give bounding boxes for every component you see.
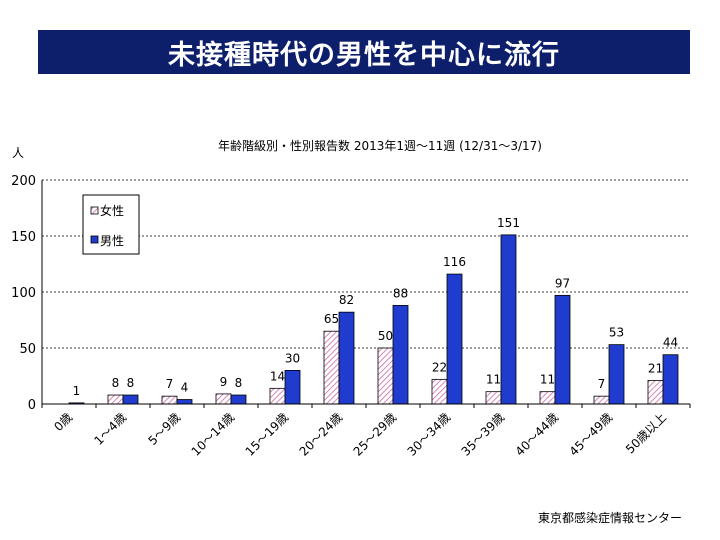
y-tick-label: 150 (11, 230, 36, 245)
data-label: 44 (663, 336, 678, 350)
y-tick-label: 50 (19, 342, 36, 357)
legend-swatch-male (90, 235, 99, 244)
y-tick-label: 100 (11, 286, 36, 301)
legend-swatch-female (90, 206, 99, 215)
bar-female (593, 395, 610, 405)
x-tick-label: 5〜9歳 (145, 410, 183, 448)
bar-male (554, 294, 571, 405)
x-tick-label: 35〜39歳 (459, 410, 507, 458)
bar-female (377, 347, 394, 405)
title-banner: 未接種時代の男性を中心に流行 (38, 30, 690, 74)
data-label: 8 (112, 376, 120, 390)
bar-male (284, 369, 301, 405)
y-tick-label: 200 (11, 174, 36, 189)
data-label: 82 (339, 293, 354, 307)
x-tick-label: 1〜4歳 (91, 410, 129, 448)
x-tick-label: 20〜24歳 (297, 410, 345, 458)
bar-female (647, 380, 664, 405)
data-label: 30 (285, 351, 300, 365)
data-label: 65 (324, 312, 339, 326)
x-tick-label: 30〜34歳 (405, 410, 453, 458)
data-label: 7 (166, 377, 174, 391)
bar-male (446, 273, 463, 405)
source-credit: 東京都感染症情報センター (537, 511, 682, 525)
x-tick-label: 45〜49歳 (567, 410, 615, 458)
data-label: 4 (181, 381, 189, 395)
data-label: 8 (127, 376, 135, 390)
bar-male (500, 234, 517, 405)
data-label: 97 (555, 276, 570, 290)
data-label: 11 (540, 373, 555, 387)
legend: 女性 男性 (82, 194, 140, 255)
data-label: 50 (378, 329, 393, 343)
bar-female (161, 395, 178, 405)
legend-label-male: 男性 (100, 234, 124, 248)
bar-female (485, 391, 502, 405)
bar-female (323, 330, 340, 405)
data-label: 151 (497, 216, 520, 230)
bar-male (176, 399, 193, 405)
bar-female (431, 378, 448, 405)
x-tick-label: 0歳 (51, 410, 75, 434)
x-tick-label: 40〜44歳 (513, 410, 561, 458)
data-label: 88 (393, 286, 408, 300)
x-tick-label: 15〜19歳 (243, 410, 291, 458)
data-label: 9 (220, 375, 228, 389)
chart-title: 年齢階級別・性別報告数 2013年1週〜11週 (12/31〜3/17) (218, 138, 542, 153)
bar-male (122, 394, 139, 405)
data-label: 22 (432, 360, 447, 374)
bar-male (338, 311, 355, 405)
data-label: 21 (648, 361, 663, 375)
y-axis-unit: 人 (12, 146, 24, 160)
data-label: 7 (598, 377, 606, 391)
y-tick-label: 0 (28, 398, 36, 413)
bar-male (392, 305, 409, 405)
data-label: 8 (235, 376, 243, 390)
bar-female (107, 394, 124, 405)
bar-female (539, 391, 556, 405)
data-label: 53 (609, 326, 624, 340)
x-tick-label: 50歳以上 (623, 410, 669, 456)
x-tick-label: 10〜14歳 (189, 410, 237, 458)
data-label: 116 (443, 255, 466, 269)
x-tick-label: 25〜29歳 (351, 410, 399, 458)
bar-male (230, 394, 247, 405)
bar-female (269, 387, 286, 405)
bar-female (215, 393, 232, 405)
data-label: 14 (270, 369, 285, 383)
legend-label-female: 女性 (100, 203, 124, 218)
bar-male (662, 354, 679, 405)
data-label: 1 (73, 384, 81, 398)
data-label: 11 (486, 373, 501, 387)
page-title: 未接種時代の男性を中心に流行 (168, 39, 560, 71)
bar-male (608, 344, 625, 405)
